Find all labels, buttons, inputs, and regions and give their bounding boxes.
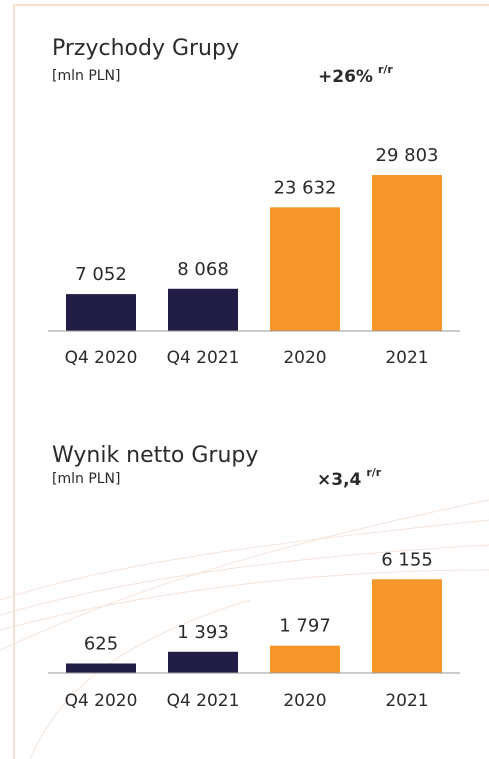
bar: [66, 294, 136, 331]
chart-subtitle: [mln PLN]: [52, 68, 121, 84]
bar: [270, 645, 340, 673]
x-tick-label: Q4 2020: [65, 348, 138, 368]
x-tick-label: 2021: [385, 348, 428, 368]
bar: [270, 207, 340, 331]
bar: [372, 175, 442, 331]
annotation: ×3,4: [317, 470, 362, 490]
x-tick-label: Q4 2020: [65, 691, 138, 711]
bar: [168, 288, 238, 331]
value-label: 1 393: [177, 622, 229, 643]
value-label: 23 632: [274, 177, 337, 198]
value-label: 1 797: [279, 616, 331, 637]
bar: [372, 579, 442, 673]
value-label: 625: [84, 633, 118, 654]
bar: [66, 663, 136, 673]
chart-subtitle: [mln PLN]: [52, 471, 121, 487]
annotation: +26%: [318, 67, 373, 87]
chart-title: Przychody Grupy: [52, 36, 239, 61]
bar: [168, 651, 238, 673]
value-label: 29 803: [376, 145, 439, 166]
value-label: 7 052: [75, 264, 127, 285]
frame: [13, 4, 489, 759]
annotation-suffix: r/r: [378, 63, 393, 76]
chart-title: Wynik netto Grupy: [52, 443, 258, 468]
annotation-suffix: r/r: [366, 466, 381, 479]
x-tick-label: 2021: [385, 691, 428, 711]
value-label: 8 068: [177, 259, 229, 280]
x-tick-label: 2020: [283, 691, 326, 711]
x-tick-label: 2020: [283, 348, 326, 368]
x-tick-label: Q4 2021: [167, 348, 240, 368]
x-tick-label: Q4 2021: [167, 691, 240, 711]
value-label: 6 155: [381, 549, 433, 570]
